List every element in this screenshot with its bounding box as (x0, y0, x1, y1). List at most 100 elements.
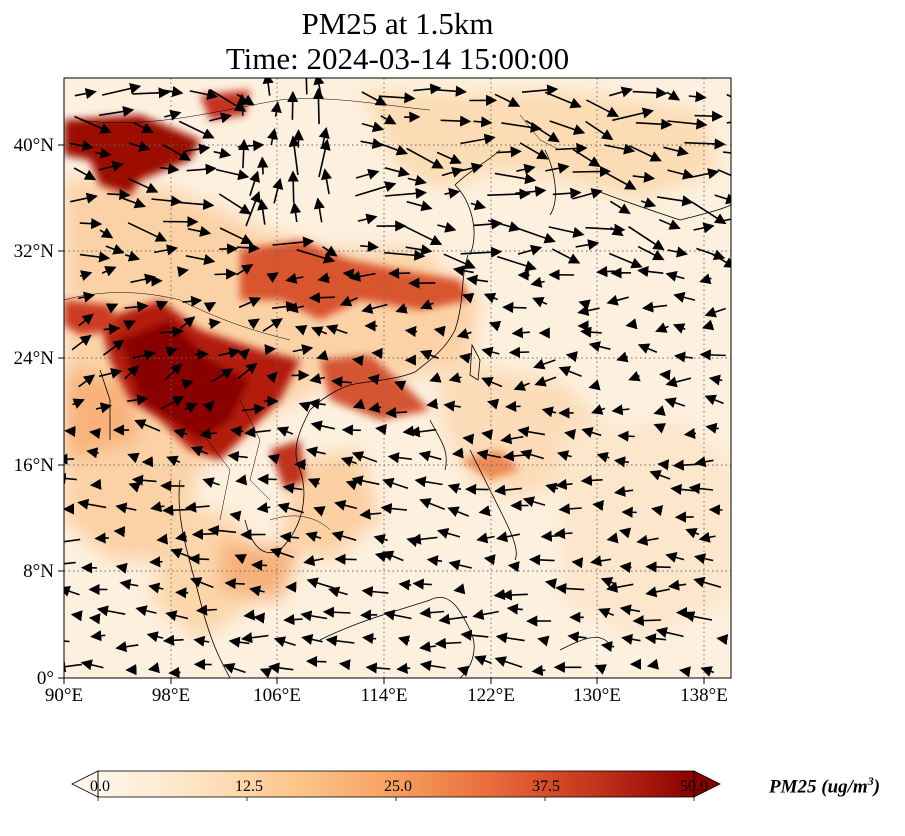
wind-vector (237, 348, 250, 361)
wind-vector (637, 245, 665, 261)
wind-vector (64, 661, 83, 673)
wind-vector (244, 426, 271, 438)
wind-vector (519, 142, 549, 160)
wind-vector (175, 531, 188, 543)
wind-vector (360, 138, 384, 150)
wind-vector (443, 400, 461, 412)
wind-vector (361, 586, 389, 598)
wind-vector (406, 147, 444, 169)
wind-vector (282, 482, 303, 494)
wind-vector (243, 609, 256, 621)
wind-vector (184, 501, 210, 513)
wind-vector (131, 474, 157, 486)
wind-vector (440, 115, 472, 127)
lon-tick-label: 130°E (573, 685, 621, 706)
wind-vector (673, 291, 696, 303)
colorbar-tick-label: 25.0 (384, 778, 412, 795)
wind-vector (361, 121, 385, 133)
wind-vector (289, 201, 302, 223)
wind-vector (726, 121, 731, 124)
wind-vector (501, 121, 542, 133)
wind-vector (625, 318, 638, 330)
wind-vector (588, 341, 611, 353)
wind-vector (238, 297, 262, 309)
wind-vector (146, 631, 164, 643)
wind-vector (80, 659, 104, 671)
wind-vector (115, 641, 139, 653)
wind-vector (247, 318, 260, 330)
wind-vector (380, 143, 408, 156)
wind-vector (511, 327, 530, 339)
wind-vector (419, 498, 445, 510)
wind-vector (666, 89, 681, 101)
wind-vector (95, 402, 112, 414)
wind-vector (716, 634, 729, 646)
wind-vector (688, 483, 714, 495)
wind-vector (128, 140, 151, 152)
colorbar-tick-label: 37.5 (532, 778, 560, 795)
wind-vector (383, 609, 412, 621)
map-plot-area (64, 78, 731, 678)
wind-vector (533, 358, 556, 370)
wind-vector (577, 305, 600, 317)
wind-vector (124, 365, 140, 380)
wind-vector (705, 422, 719, 434)
wind-vector (320, 168, 332, 195)
wind-vector (267, 453, 280, 465)
wind-vector (301, 634, 323, 645)
wind-vector (645, 586, 670, 598)
wind-vector (378, 92, 416, 104)
wind-vector (544, 578, 558, 590)
wind-vector (236, 242, 260, 254)
wind-vector (99, 227, 114, 239)
wind-vector (548, 226, 585, 238)
wind-vector (690, 168, 720, 180)
wind-vector (292, 344, 314, 356)
wind-vector (496, 531, 520, 543)
wind-vector (380, 114, 397, 125)
lat-tick-labels: 0° 8°N 16°N 24°N 32°N 40°N (14, 135, 55, 689)
wind-vector (262, 318, 283, 332)
wind-vector (505, 400, 521, 413)
wind-vector (448, 559, 472, 571)
colorbar-label-close: ) (873, 776, 881, 798)
wind-vector (176, 266, 189, 278)
lon-tick-label: 98°E (152, 685, 190, 706)
colorbar-label: PM25 (ug/m3) (769, 774, 880, 798)
wind-vector (594, 664, 607, 675)
wind-vector (699, 273, 712, 285)
wind-vector (530, 276, 545, 288)
wind-vector (154, 244, 179, 256)
wind-vector (606, 581, 634, 593)
wind-vector (224, 577, 245, 590)
wind-vector (156, 533, 169, 545)
wind-vector (384, 249, 426, 261)
wind-vector (64, 585, 80, 597)
wind-vector (610, 225, 624, 237)
wind-vector (665, 270, 685, 282)
wind-vector (351, 451, 378, 463)
wind-vector (551, 248, 581, 264)
wind-vector (672, 459, 698, 471)
lon-tick-label: 138°E (680, 685, 728, 706)
wind-vector (443, 253, 476, 269)
wind-vector (413, 83, 442, 95)
wind-vector (296, 249, 336, 264)
wind-vector (586, 99, 620, 117)
wind-vector (160, 396, 185, 410)
wind-vector (230, 425, 244, 437)
wind-vector (612, 107, 654, 122)
wind-vector (311, 326, 328, 337)
wind-vector (95, 147, 112, 159)
wind-vector (588, 379, 601, 391)
wind-vector (74, 115, 112, 134)
wind-vector (257, 156, 269, 175)
wind-vector (403, 225, 443, 245)
wind-vector (77, 291, 96, 303)
wind-vector (257, 198, 269, 225)
wind-vector (64, 558, 76, 570)
wind-vector (667, 168, 695, 180)
wind-vector (234, 553, 247, 565)
wind-vector (69, 140, 94, 152)
